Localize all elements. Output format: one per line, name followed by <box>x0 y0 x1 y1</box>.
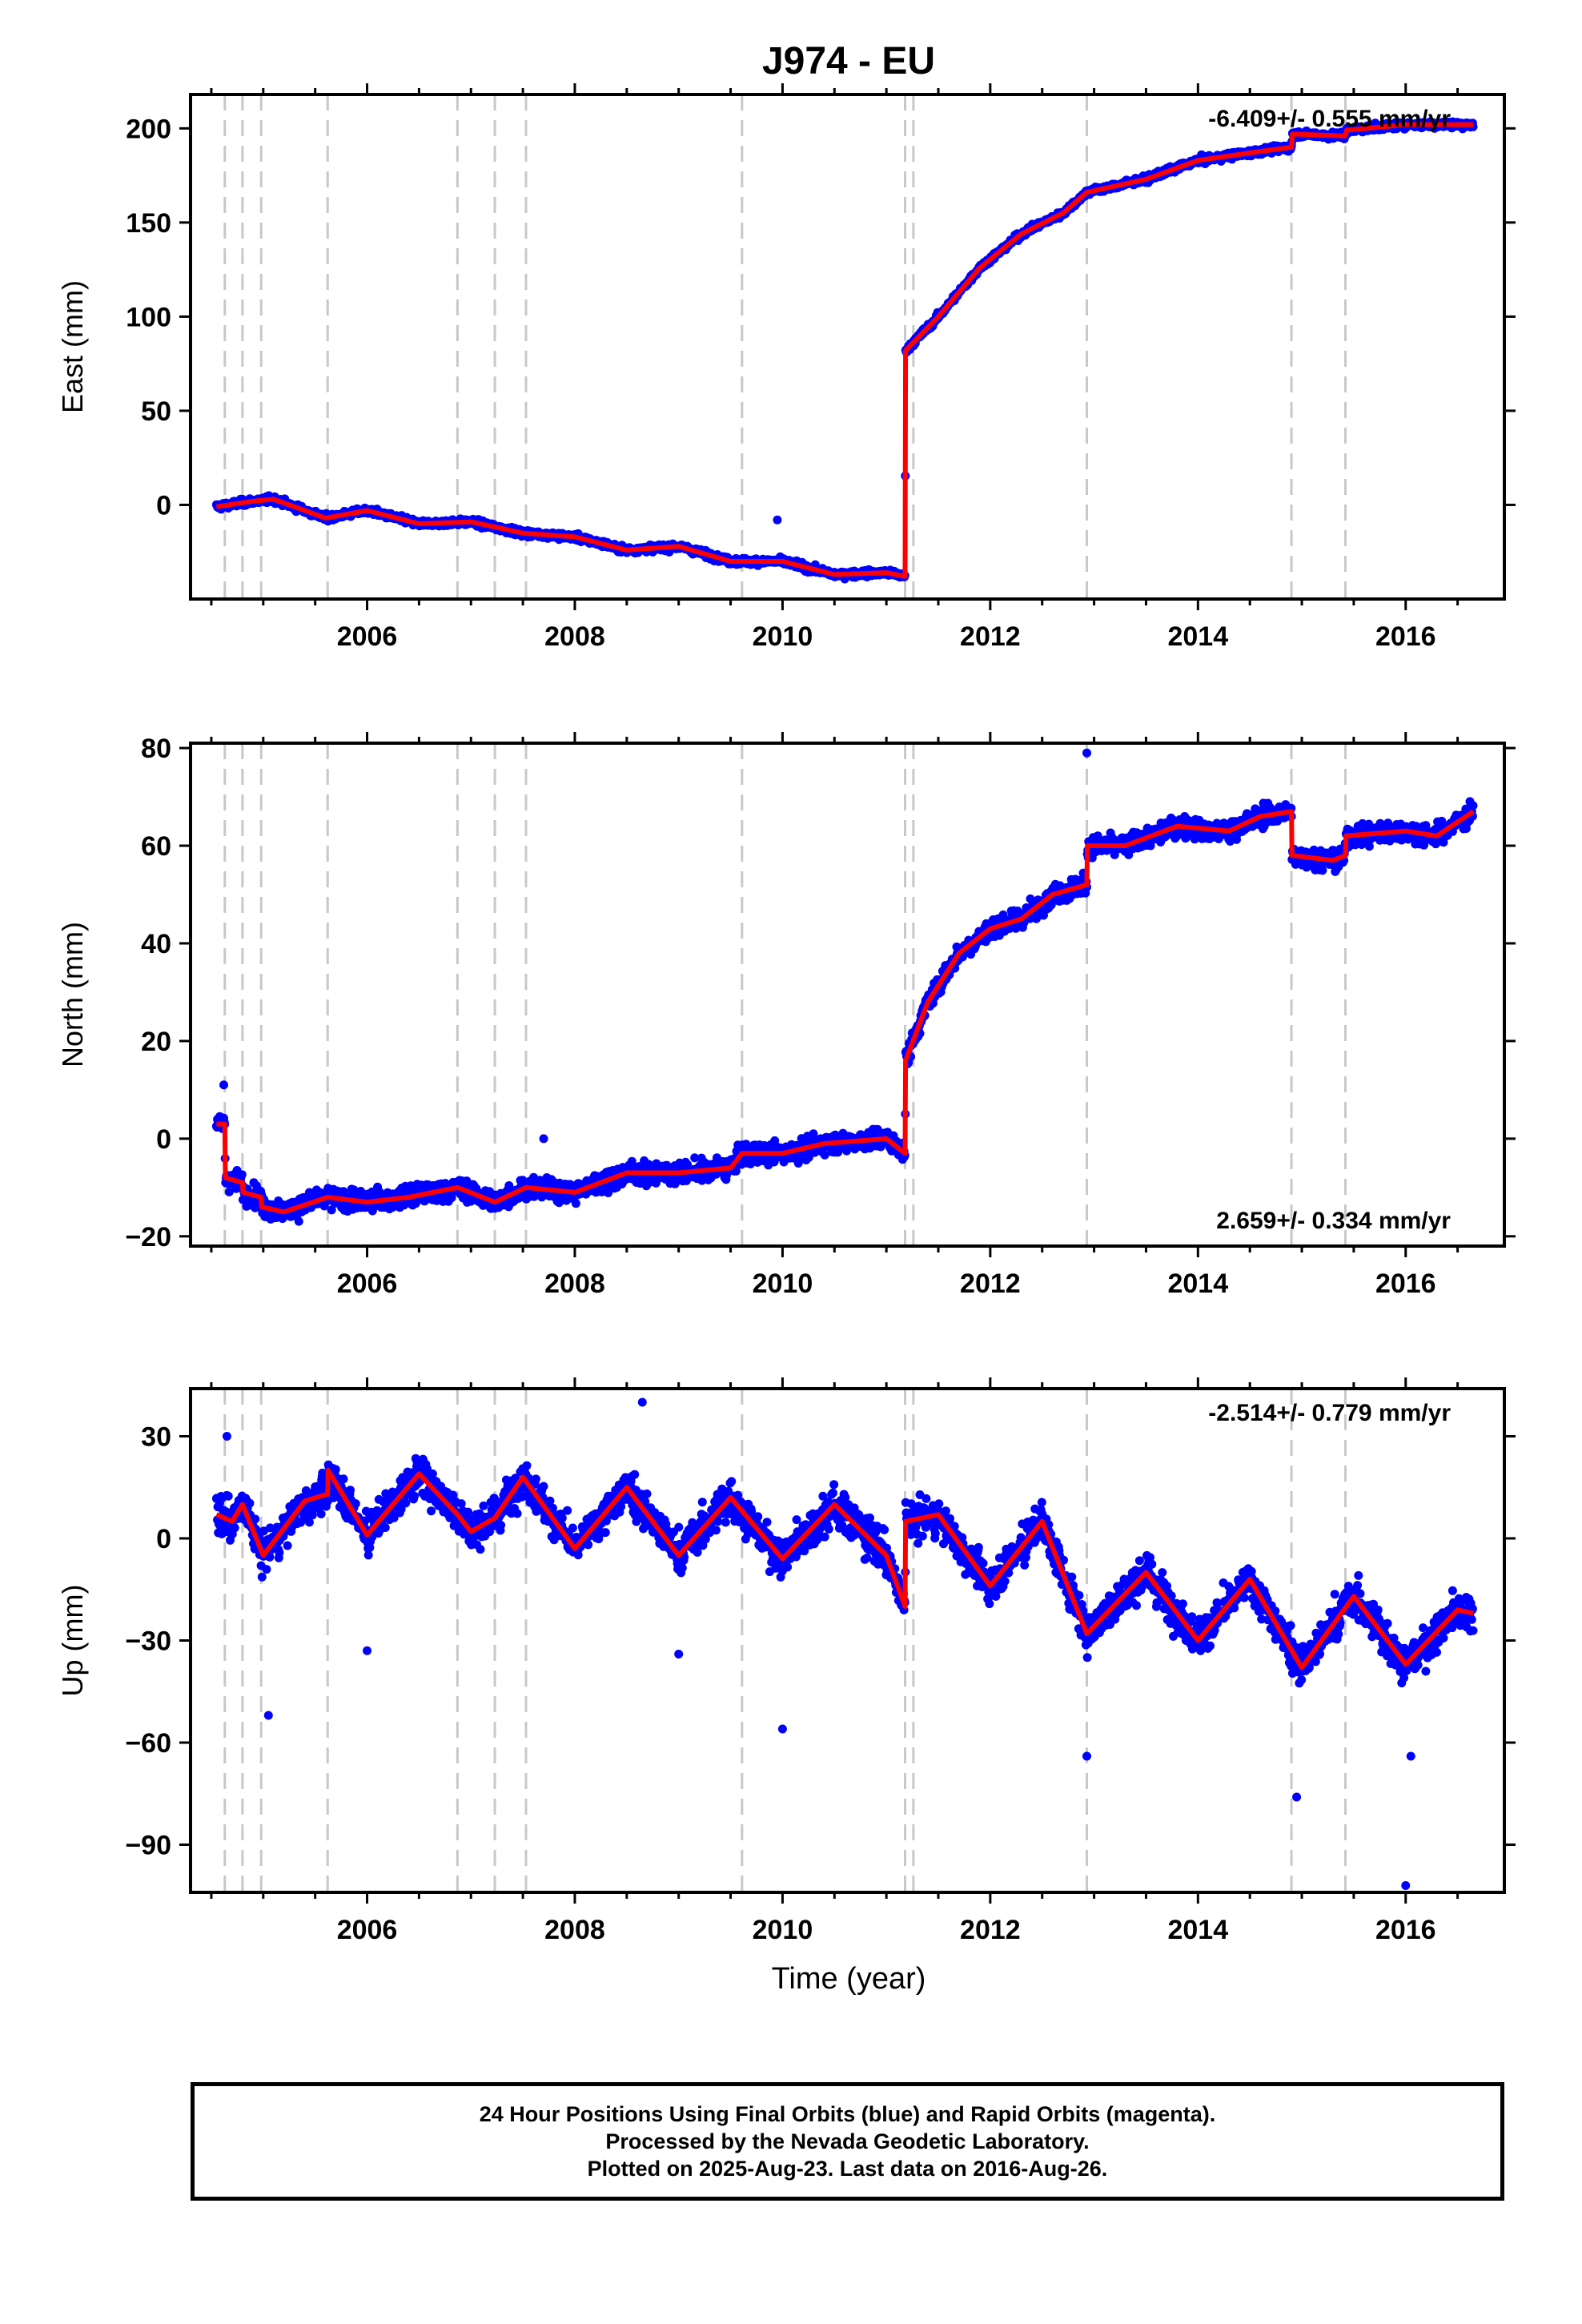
x-tick-label: 2012 <box>960 621 1021 652</box>
x-tick-label: 2016 <box>1375 621 1436 652</box>
event-lines <box>223 94 1347 599</box>
rate-label: -6.409+/- 0.555 mm/yr <box>1208 106 1451 132</box>
observation-point <box>571 1199 580 1208</box>
plot-frame <box>189 93 1506 601</box>
observation-point <box>294 1216 303 1226</box>
y-tick-label: 150 <box>126 208 171 239</box>
east-panel: 2006 2008 2010 2012 2014 2016 0 50 100 150 200 East… <box>56 83 1516 652</box>
y-tick-label: 200 <box>126 114 171 144</box>
x-tick-label: 2014 <box>1167 621 1228 652</box>
north-panel: 2006 2008 2010 2012 2014 2016−20020406080Nort… <box>56 732 1516 1299</box>
chart-title: J974 - EU <box>762 40 935 82</box>
outlier-point <box>773 515 782 525</box>
y-tick-label: 50 <box>141 396 171 427</box>
y-axis: 0 50 100 150 200 <box>126 114 1516 521</box>
observation-point <box>447 1193 456 1202</box>
observation-points <box>211 748 1478 1226</box>
y-axis-label: East (mm) <box>56 280 89 413</box>
y-tick-label: 100 <box>126 302 171 332</box>
x-tick-label: 2010 <box>753 621 813 652</box>
observation-point <box>237 1170 247 1180</box>
model-curve <box>215 122 1474 579</box>
x-tick-label: 2008 <box>544 621 605 652</box>
x-tick-label: 2006 <box>337 621 398 652</box>
observation-points <box>211 117 1478 584</box>
y-tick-label: 0 <box>156 490 171 521</box>
x-axis: 2006 2008 2010 2012 2014 2016 <box>210 83 1460 652</box>
